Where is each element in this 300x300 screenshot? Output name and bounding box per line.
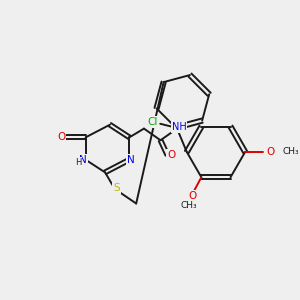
Text: CH₃: CH₃ [282,147,299,156]
Text: NH: NH [172,122,186,132]
Text: O: O [167,150,175,160]
Text: H: H [75,158,81,167]
Text: S: S [113,183,120,193]
Text: Cl: Cl [147,117,158,127]
Text: N: N [128,155,135,165]
Text: N: N [79,155,87,165]
Text: O: O [188,191,197,201]
Text: CH₃: CH₃ [180,201,197,210]
Text: O: O [266,147,274,157]
Text: O: O [57,132,65,142]
